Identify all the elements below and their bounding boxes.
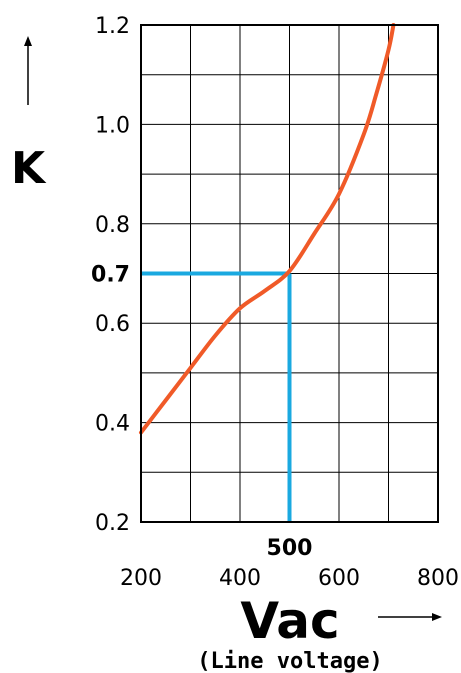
y-tick-label: 0.6 — [95, 312, 130, 337]
y-tick-label: 0.2 — [95, 511, 130, 536]
plot-frame — [140, 24, 439, 523]
highlight-x-label: 500 — [267, 536, 313, 561]
data-series — [139, 23, 396, 435]
y-tick-label: 0.8 — [95, 213, 130, 238]
x-axis-arrow — [378, 613, 442, 621]
plot-border — [140, 24, 439, 523]
x-tick-label: 400 — [219, 566, 261, 591]
x-tick-label: 600 — [318, 566, 360, 591]
x-tick-label: 800 — [417, 566, 459, 591]
y-tick-label: 1.2 — [95, 14, 130, 39]
x-axis-sublabel: (Line voltage) — [197, 649, 382, 673]
y-axis-arrow — [24, 36, 32, 105]
y-axis-label: K — [11, 143, 47, 194]
y-tick-label: 0.4 — [95, 412, 130, 437]
y-tick-label: 1.0 — [95, 113, 130, 138]
x-tick-label: 200 — [120, 566, 162, 591]
highlight-y-label: 0.7 — [91, 263, 130, 288]
x-axis-label: Vac — [240, 592, 339, 650]
tick-labels: 0.2 0.4 0.6 0.8 1.0 1.2 200 400 600 800 0.7 500 — [91, 14, 459, 591]
highlight-lines — [141, 271, 292, 522]
series-line — [139, 23, 396, 435]
